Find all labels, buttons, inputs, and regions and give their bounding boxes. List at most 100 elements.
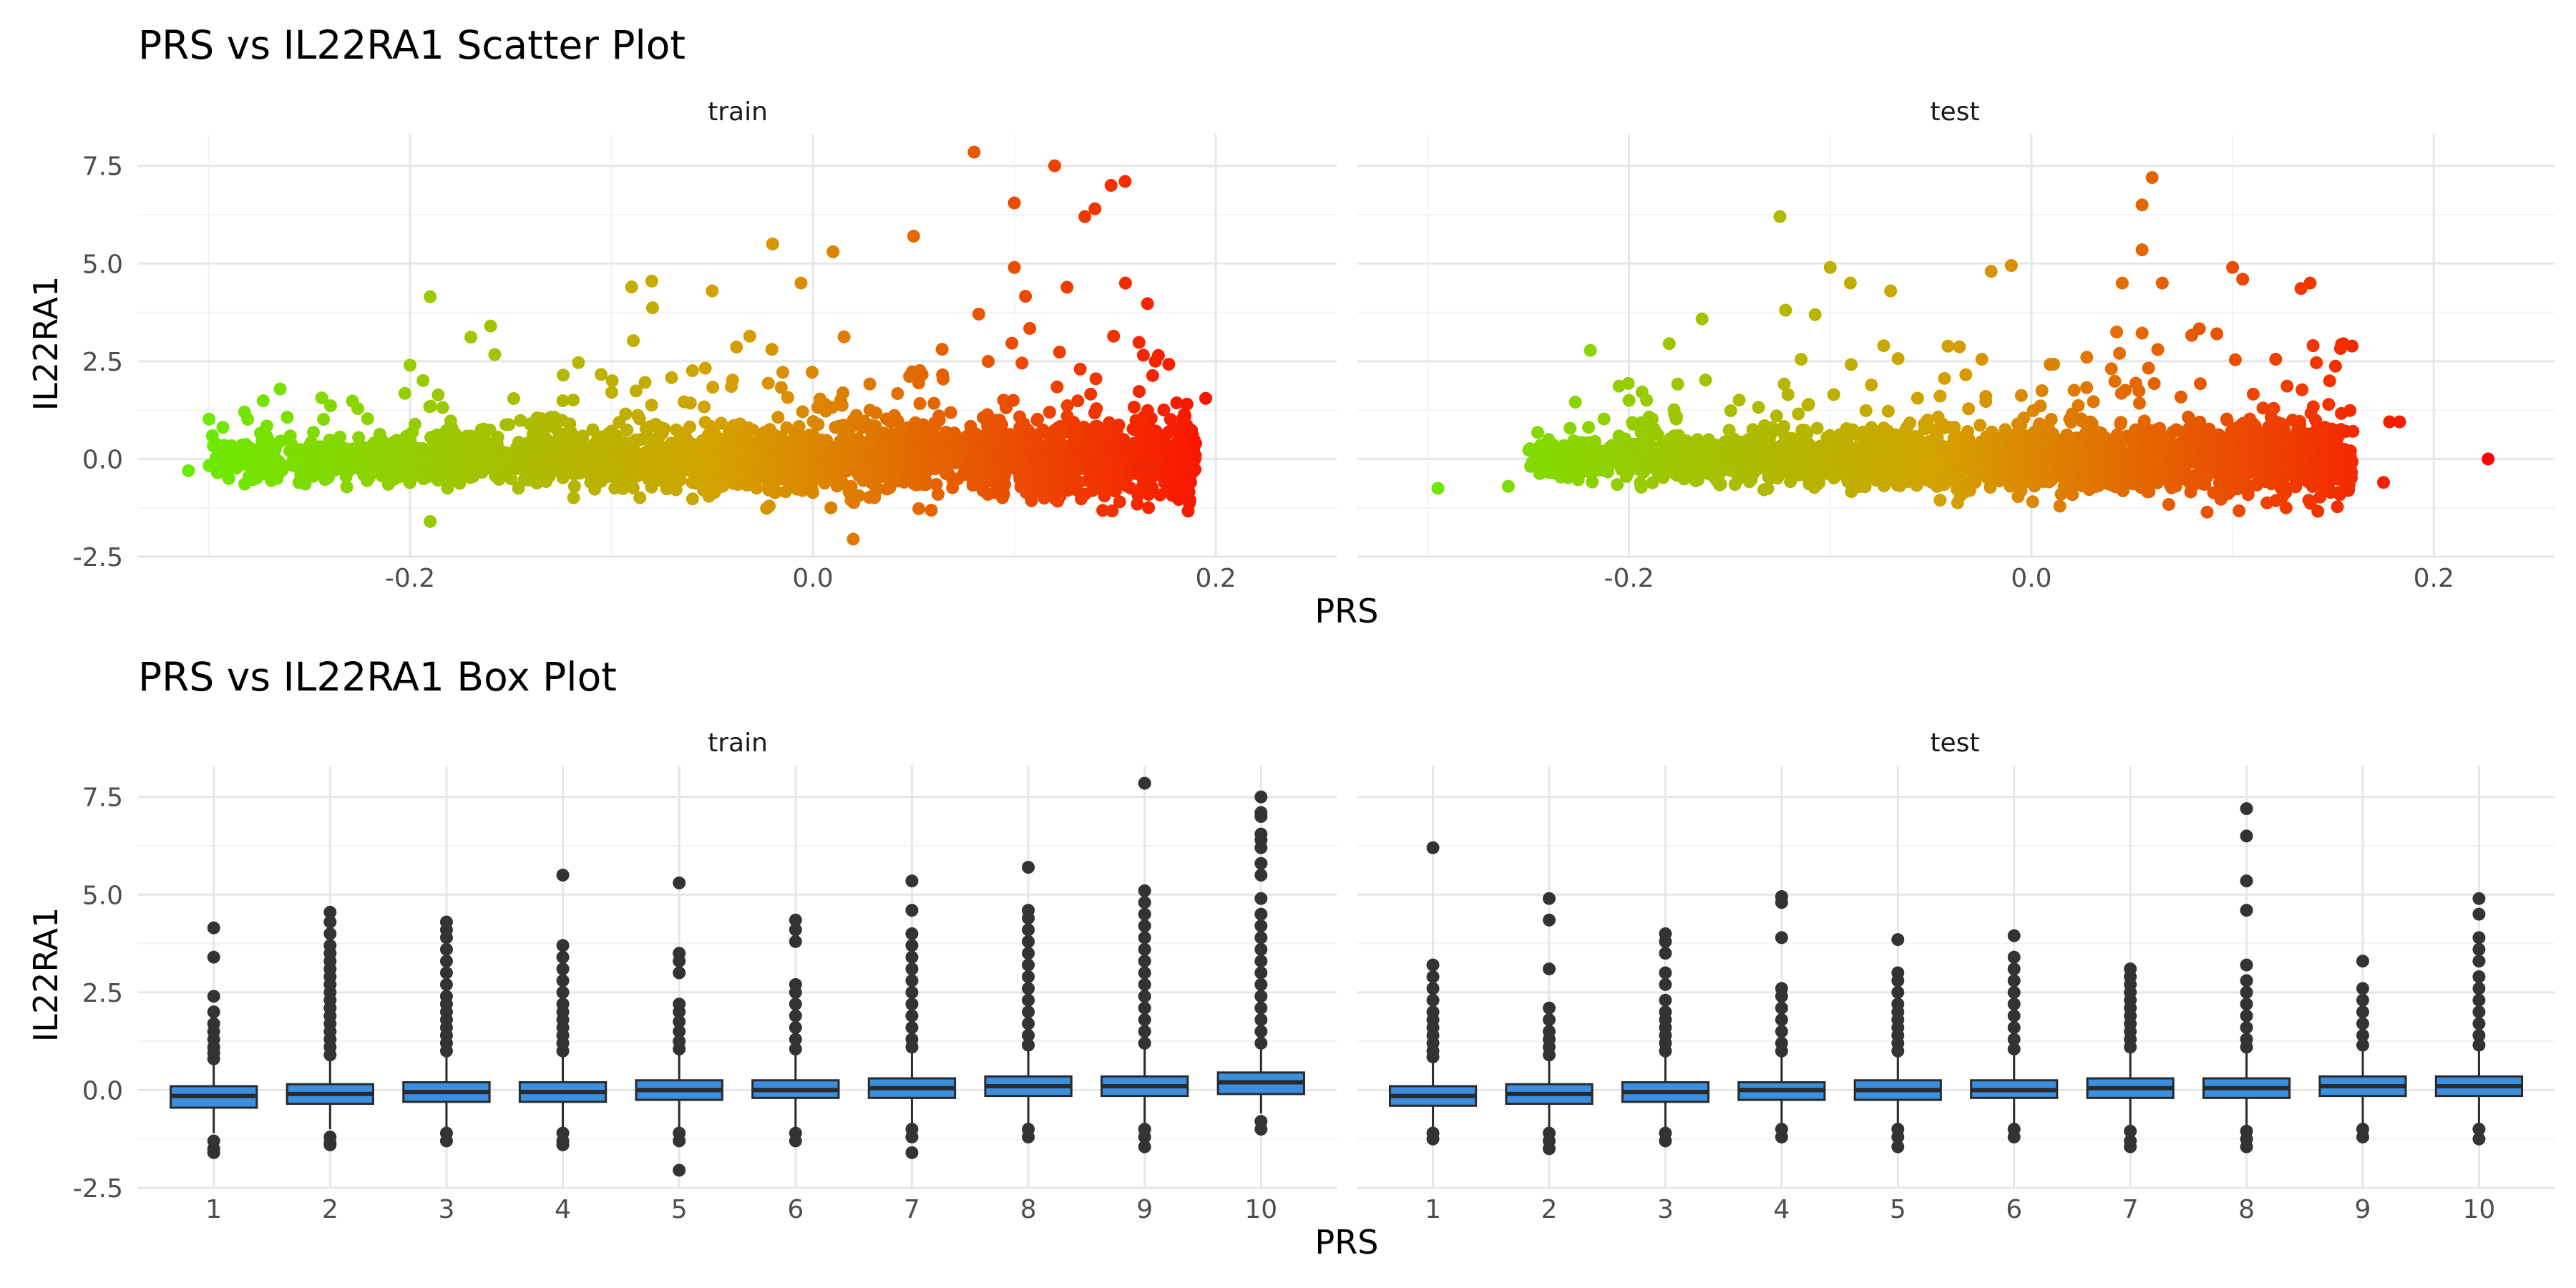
scatter-point xyxy=(2323,374,2336,388)
scatter-point xyxy=(1620,469,1634,483)
scatter-point xyxy=(1170,396,1184,410)
scatter-point xyxy=(1036,479,1050,493)
scatter-point xyxy=(727,477,741,490)
scatter-point xyxy=(619,407,633,421)
scatter-point xyxy=(1933,494,1947,507)
scatter-point xyxy=(556,471,570,484)
scatter-point xyxy=(484,438,497,452)
scatter-point xyxy=(698,400,711,414)
scatter-point xyxy=(675,458,689,472)
scatter-point xyxy=(2228,421,2241,435)
scatter-point xyxy=(1808,308,1822,321)
scatter-point xyxy=(914,427,928,441)
scatter-point xyxy=(1132,336,1146,349)
scatter-point xyxy=(556,394,570,408)
scatter-point xyxy=(660,466,673,479)
y-tick-label: 0.0 xyxy=(82,445,123,474)
scatter-point xyxy=(1058,451,1072,464)
scatter-point xyxy=(678,395,691,409)
scatter-point xyxy=(472,434,485,448)
scatter-point xyxy=(1858,472,1872,486)
scatter-point xyxy=(2223,467,2236,481)
scatter-point xyxy=(2060,428,2074,441)
scatter-point xyxy=(2129,376,2142,390)
scatter-point xyxy=(771,411,785,424)
scatter-point xyxy=(834,394,847,407)
scatter-point xyxy=(645,399,658,412)
scatter-point xyxy=(1891,352,1905,366)
scatter-point xyxy=(2274,417,2288,431)
x-tick-label: 0.2 xyxy=(2414,564,2454,593)
scatter-point xyxy=(791,448,805,462)
scatter-point xyxy=(439,424,453,437)
scatter-point xyxy=(288,442,302,456)
scatter-point xyxy=(537,426,550,439)
scatter-point xyxy=(863,377,877,391)
scatter-point xyxy=(889,432,902,446)
scatter-point xyxy=(1068,421,1081,435)
scatter-point xyxy=(541,441,555,454)
scatter-point xyxy=(484,319,497,333)
scatter-point xyxy=(869,486,882,499)
scatter-point xyxy=(487,458,501,472)
scatter-point xyxy=(1053,346,1066,359)
scatter-point xyxy=(2035,384,2049,397)
scatter-point xyxy=(396,455,409,469)
scatter-point xyxy=(774,381,788,394)
scatter-point xyxy=(292,476,306,489)
scatter-point xyxy=(728,467,741,481)
scatter-point xyxy=(686,492,699,506)
scatter-point xyxy=(182,464,195,477)
scatter-point xyxy=(406,454,419,468)
scatter-point xyxy=(2194,377,2207,391)
scatter-point xyxy=(1612,379,1626,393)
scatter-point xyxy=(1695,312,1709,326)
scatter-point xyxy=(932,414,946,427)
scatter-point xyxy=(605,374,619,388)
scatter-point xyxy=(1781,388,1795,401)
scatter-point xyxy=(930,442,944,456)
scatter-point xyxy=(997,394,1010,407)
scatter-point xyxy=(1038,448,1051,462)
scatter-point xyxy=(2080,351,2094,364)
scatter-point xyxy=(781,391,794,404)
scatter-point xyxy=(1859,404,1873,417)
scatter-point xyxy=(359,441,373,454)
scatter-point xyxy=(340,480,353,494)
scatter-point xyxy=(605,386,618,399)
scatter-point xyxy=(2142,361,2155,375)
scatter-point xyxy=(595,368,608,381)
y-tick-label: 7.5 xyxy=(82,152,123,182)
scatter-point xyxy=(2243,480,2257,494)
scatter-point xyxy=(1028,455,1042,469)
scatter-point xyxy=(857,462,870,476)
scatter-point xyxy=(639,422,653,436)
scatter-point xyxy=(2280,379,2294,393)
scatter-point xyxy=(1792,407,1805,421)
scatter-point xyxy=(512,482,525,495)
scatter-point xyxy=(1113,495,1126,509)
scatter-point xyxy=(1009,448,1023,462)
scatter-point xyxy=(1921,421,1934,435)
scatter-point xyxy=(2267,401,2280,415)
scatter-point xyxy=(792,419,806,433)
scatter-point xyxy=(947,431,961,444)
scatter-point xyxy=(1979,395,1993,409)
scatter-point xyxy=(698,447,712,460)
scatter-point xyxy=(2097,433,2111,447)
scatter-point xyxy=(1078,210,1092,223)
scatter-point xyxy=(492,472,506,486)
scatter-point xyxy=(2127,437,2141,451)
scatter-point xyxy=(424,514,437,528)
scatter-point xyxy=(1612,429,1626,443)
scatter-point xyxy=(1146,369,1159,382)
scatter-title: PRS vs IL22RA1 Scatter Plot xyxy=(138,22,686,68)
scatter-point xyxy=(464,331,478,344)
scatter-point xyxy=(1732,394,1746,407)
scatter-point xyxy=(1936,417,1949,431)
scatter-point xyxy=(514,414,527,427)
scatter-point xyxy=(228,461,241,474)
scatter-point xyxy=(398,386,411,400)
scatter-point xyxy=(698,416,712,429)
